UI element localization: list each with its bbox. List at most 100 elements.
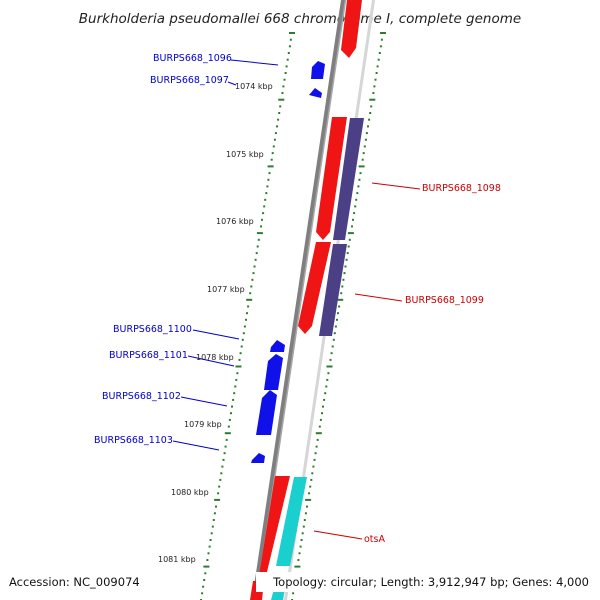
- label-burps668-1102[interactable]: BURPS668_1102: [102, 391, 181, 402]
- inner-track-tick: [262, 212, 265, 215]
- outer-track-tick: [357, 185, 360, 188]
- inner-track-tick: [231, 405, 233, 408]
- gene-otsa-partial[interactable]: [259, 476, 290, 576]
- tick-track: [200, 32, 386, 600]
- outer-track-tick: [332, 338, 335, 341]
- outer-track-tick: [369, 98, 376, 101]
- scale-label-1074: 1074 kbp: [235, 82, 273, 91]
- inner-track-tick: [217, 492, 220, 495]
- footer-summary-bg: [256, 572, 592, 592]
- outer-track-tick: [375, 72, 378, 74]
- inner-track-tick: [235, 365, 242, 368]
- feature-burps668-1099[interactable]: [319, 244, 347, 336]
- gene-burps668-1097[interactable]: [309, 88, 322, 98]
- scale-labels: 1074 kbp 1075 kbp 1076 kbp 1077 kbp 1078…: [158, 82, 273, 564]
- gene-burps668-1100[interactable]: [270, 340, 285, 352]
- outer-track-tick: [331, 345, 334, 348]
- gene-burps668-1098[interactable]: [316, 117, 347, 240]
- inner-track-tick: [251, 278, 254, 281]
- outer-track-tick: [358, 165, 365, 168]
- outer-track-tick: [300, 539, 303, 541]
- scale-label-1076: 1076 kbp: [216, 217, 254, 226]
- plus-gene-labels: BURPS668_1098 BURPS668_1099 otsA: [364, 183, 501, 545]
- label-burps668-1101[interactable]: BURPS668_1101: [109, 350, 188, 361]
- inner-track-tick: [233, 392, 236, 395]
- inner-track-tick: [283, 78, 286, 81]
- outer-track-tick: [323, 398, 326, 401]
- outer-track-tick: [319, 418, 322, 421]
- outer-track-tick: [352, 218, 354, 221]
- map-title: Burkholderia pseudomallei 668 chromosome…: [79, 11, 521, 27]
- gene-burps668-1102[interactable]: [256, 390, 277, 435]
- label-leaders: [172, 59, 421, 540]
- label-burps668-1099[interactable]: BURPS668_1099: [405, 295, 484, 306]
- inner-track-tick: [249, 292, 252, 295]
- outer-track-tick: [299, 545, 302, 548]
- outer-track-tick: [369, 112, 372, 114]
- inner-track-tick: [246, 298, 253, 301]
- outer-track-tick: [312, 465, 315, 468]
- label-burps668-1098[interactable]: BURPS668_1098: [422, 183, 501, 194]
- inner-track-tick: [285, 65, 288, 68]
- outer-track-tick: [308, 492, 311, 495]
- inner-track-tick: [243, 325, 246, 328]
- feature-otsa[interactable]: [276, 477, 307, 566]
- scale-label-1081: 1081 kbp: [158, 555, 196, 564]
- outer-track-tick: [341, 285, 344, 288]
- inner-track-tick: [227, 425, 230, 428]
- label-otsa[interactable]: otsA: [364, 534, 385, 545]
- inner-track-tick: [250, 285, 253, 288]
- inner-track-tick: [234, 385, 237, 388]
- outer-track-tick: [306, 505, 308, 508]
- inner-track-tick: [223, 452, 226, 455]
- plus-strand-genes: [250, 0, 362, 600]
- inner-track-tick: [287, 52, 290, 54]
- inner-track-tick: [214, 498, 221, 501]
- label-burps668-1103[interactable]: BURPS668_1103: [94, 435, 173, 446]
- feature-burps668-1098[interactable]: [333, 118, 364, 240]
- gene-burps668-1101[interactable]: [264, 354, 283, 390]
- inner-track-tick: [228, 418, 231, 421]
- outer-track-tick: [321, 412, 323, 415]
- inner-track-tick: [224, 432, 231, 435]
- outer-track-tick: [336, 318, 338, 321]
- inner-track-tick: [230, 412, 232, 415]
- inner-track-tick: [273, 138, 276, 141]
- label-burps668-1096[interactable]: BURPS668_1096: [153, 53, 232, 64]
- inner-track-tick: [277, 118, 280, 121]
- inner-track-tick: [261, 218, 263, 221]
- gene-burps668-1099[interactable]: [298, 242, 331, 334]
- inner-track-tick: [207, 552, 210, 555]
- gene-burps668-1096[interactable]: [311, 61, 325, 79]
- outer-track-tick: [377, 58, 380, 61]
- gene-burps668-1103[interactable]: [251, 453, 265, 463]
- inner-track-tick: [264, 198, 267, 201]
- outer-track-tick: [326, 378, 329, 381]
- outer-track-tick: [363, 145, 366, 148]
- outer-track-tick: [326, 365, 333, 368]
- outer-track-tick: [362, 152, 365, 155]
- gene-top-partial[interactable]: [341, 0, 362, 58]
- inner-track-tick: [278, 112, 281, 114]
- label-burps668-1097[interactable]: BURPS668_1097: [150, 75, 229, 86]
- inner-track-tick: [281, 92, 284, 94]
- accession-text: Accession: NC_009074: [9, 575, 140, 589]
- outer-track-tick: [353, 212, 356, 215]
- inner-track-tick: [246, 312, 248, 315]
- outer-track-tick: [380, 32, 386, 34]
- inner-track-tick: [267, 165, 274, 168]
- outer-track-tick: [340, 292, 343, 295]
- inner-track-tick: [286, 58, 289, 61]
- minus-gene-labels: BURPS668_1096 BURPS668_1097 BURPS668_110…: [94, 53, 232, 446]
- minus-strand-genes: [251, 61, 325, 463]
- inner-track-tick: [220, 472, 223, 475]
- outer-track-tick: [373, 85, 376, 88]
- label-burps668-1100[interactable]: BURPS668_1100: [113, 324, 192, 335]
- inner-track-tick: [225, 438, 228, 441]
- inner-track-tick: [242, 332, 245, 335]
- inner-track-tick: [215, 505, 217, 508]
- outer-track-tick: [322, 405, 324, 408]
- inner-track-tick: [201, 592, 204, 595]
- outer-track-tick: [364, 138, 367, 141]
